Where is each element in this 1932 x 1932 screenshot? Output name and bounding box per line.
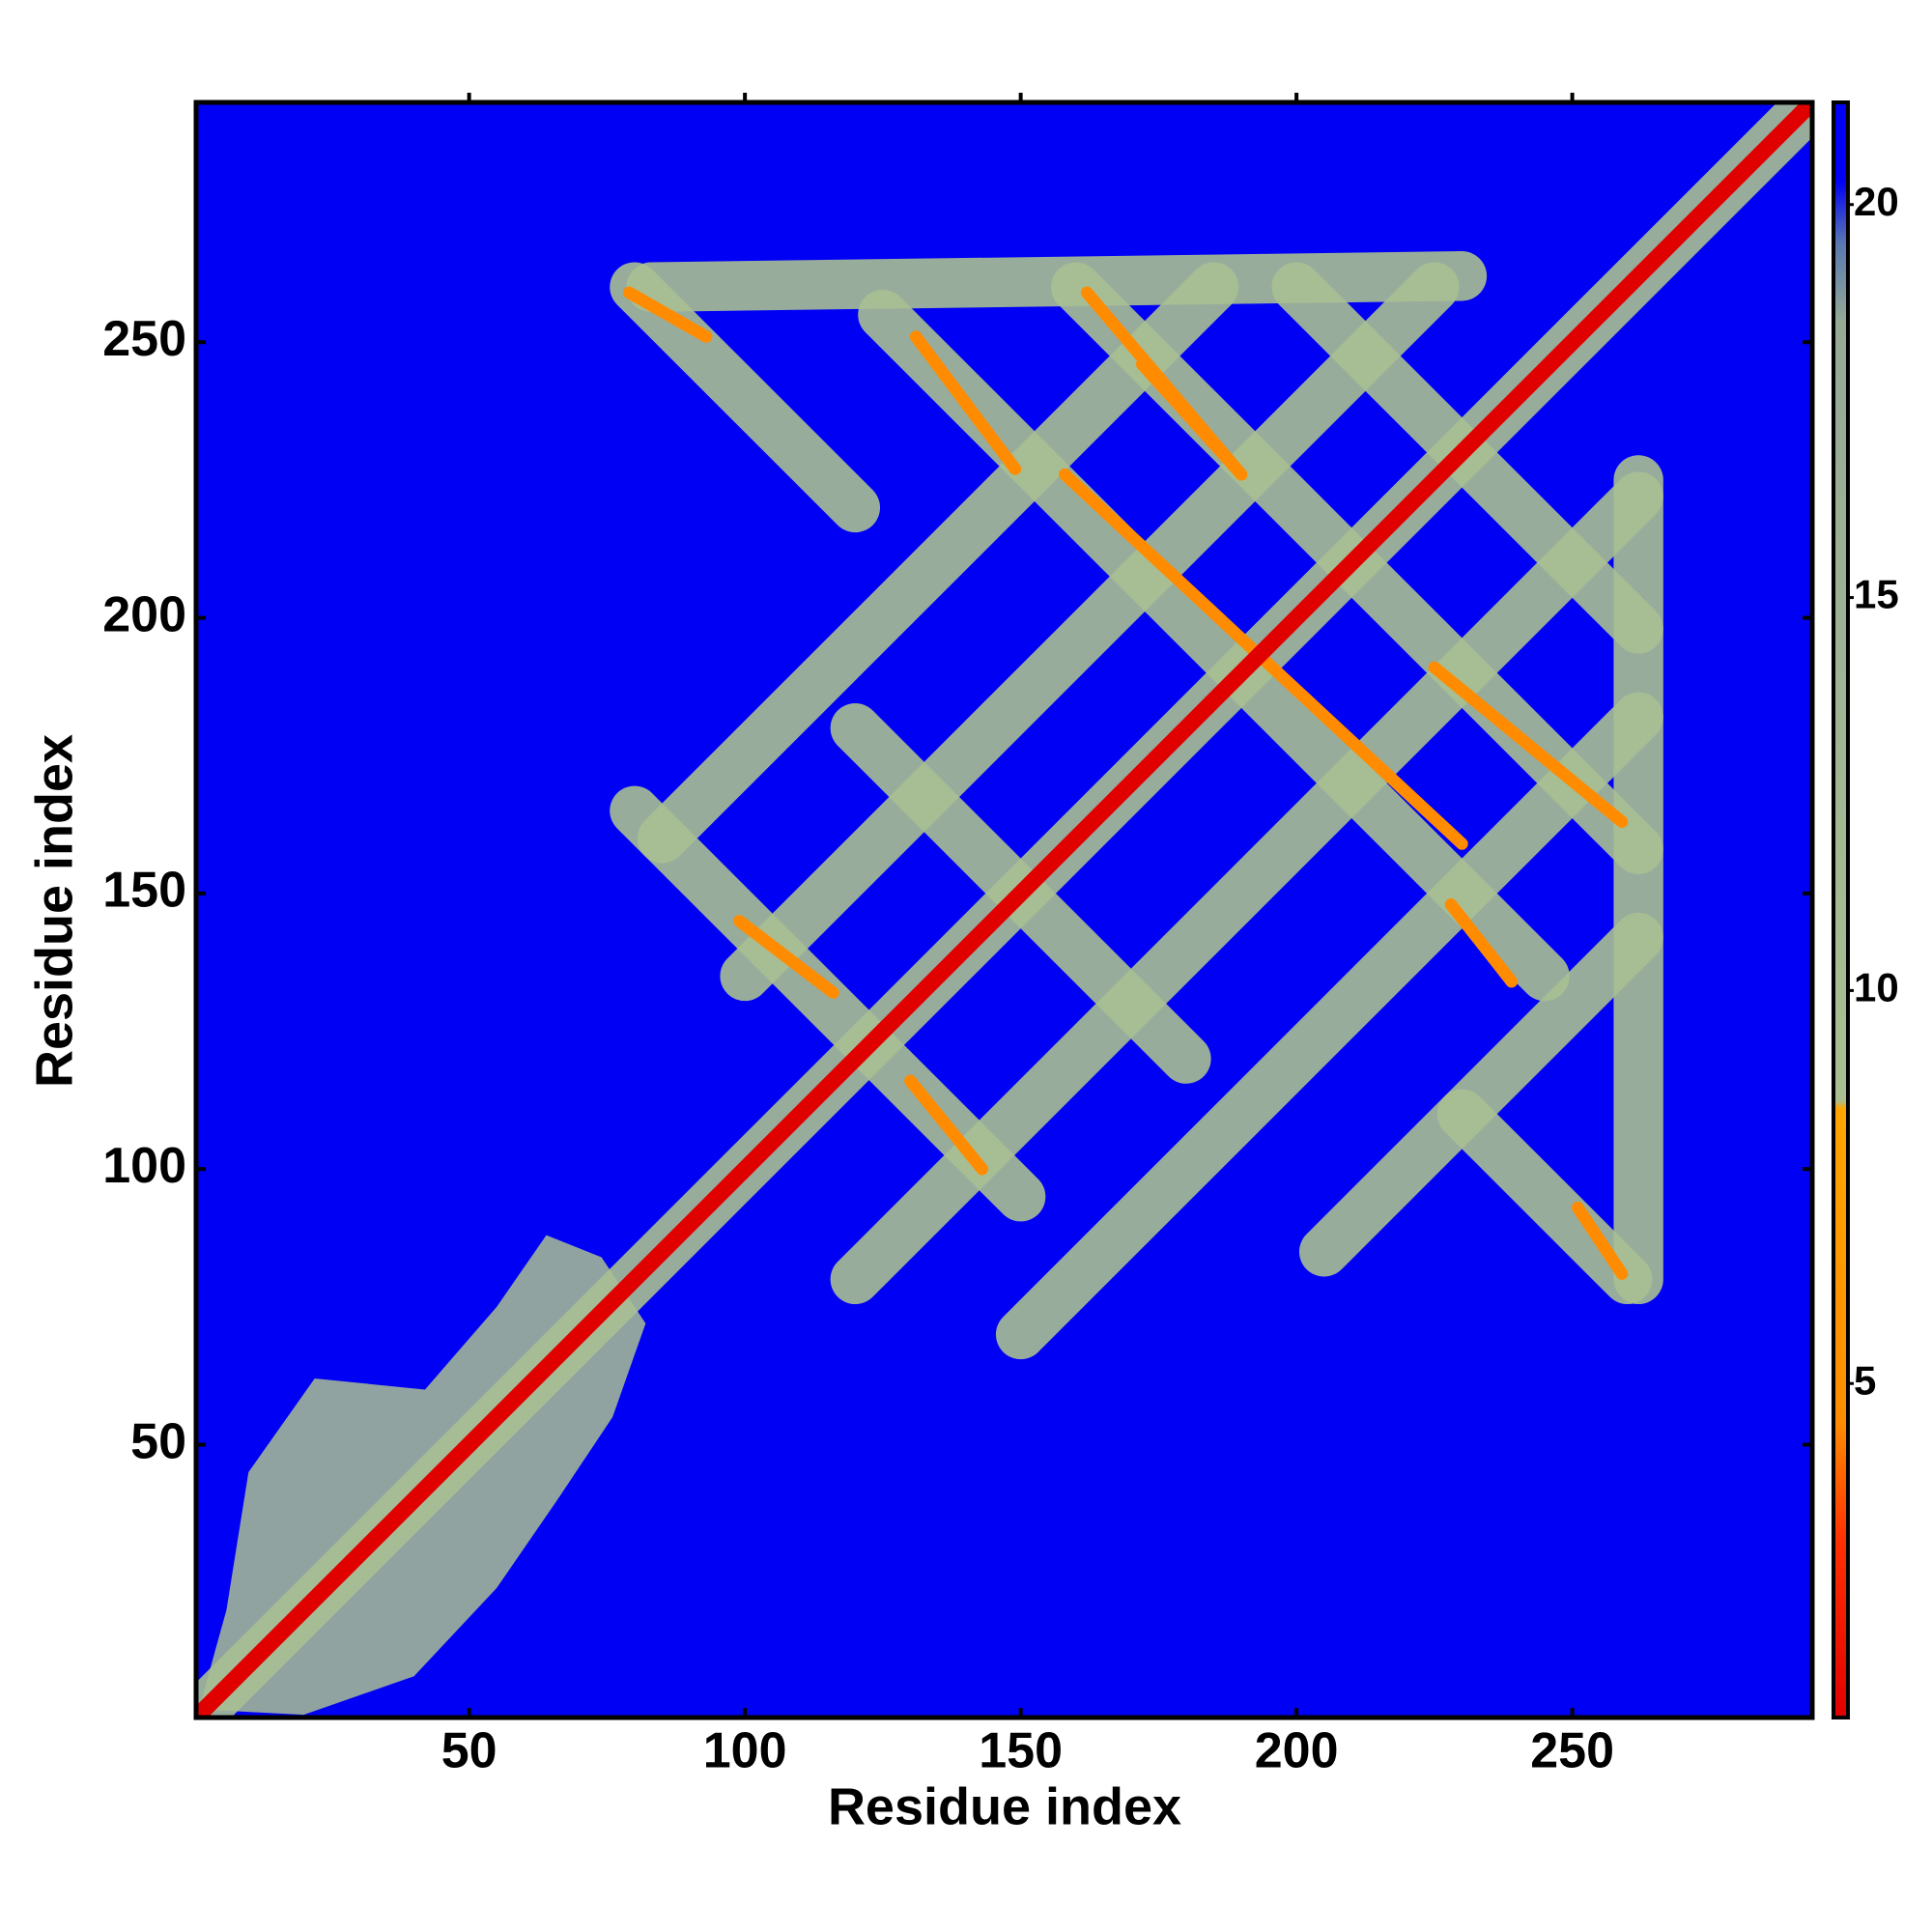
colorbar-tick-label: 15 — [1854, 572, 1899, 617]
contact-band — [622, 286, 713, 343]
y-tick-label: 200 — [102, 586, 186, 642]
contact-band — [1436, 1089, 1653, 1305]
contact-band — [720, 262, 1460, 1002]
contact-band — [858, 290, 1570, 1002]
contact-band — [1135, 357, 1248, 481]
x-tick-label: 150 — [979, 1723, 1063, 1779]
contact-band — [637, 262, 1239, 864]
x-axis-label: Residue index — [828, 1777, 1181, 1835]
contact-band — [1298, 912, 1663, 1277]
contact-band — [904, 1074, 988, 1176]
y-tick-label: 100 — [102, 1138, 186, 1194]
contact-band — [909, 330, 1022, 475]
contact-band — [1444, 898, 1519, 988]
contact-band — [1572, 1201, 1629, 1280]
plot-frame — [193, 99, 1815, 1720]
y-tick-label: 250 — [102, 311, 186, 367]
colorbar-tick-label: 5 — [1854, 1357, 1876, 1403]
contact-band — [1428, 661, 1629, 828]
colorbar-tick-label: 20 — [1854, 179, 1899, 224]
y-tick-label: 50 — [130, 1413, 186, 1469]
y-tick-label: 150 — [102, 863, 186, 919]
contact-band — [830, 471, 1663, 1305]
y-axis-label: Residue index — [25, 734, 83, 1088]
contact-band — [626, 251, 1488, 312]
colorbar-tick-label: 10 — [1854, 964, 1899, 1009]
contact-band — [995, 692, 1663, 1360]
contact-band — [196, 102, 1812, 1718]
contact-band — [733, 915, 839, 999]
colorbar — [1832, 100, 1850, 1719]
x-tick-label: 100 — [703, 1723, 787, 1779]
plot-area — [196, 102, 1812, 1718]
x-tick-label: 50 — [441, 1723, 497, 1779]
x-tick-label: 250 — [1530, 1723, 1614, 1779]
contact-band — [610, 262, 881, 533]
x-tick-label: 200 — [1255, 1723, 1339, 1779]
